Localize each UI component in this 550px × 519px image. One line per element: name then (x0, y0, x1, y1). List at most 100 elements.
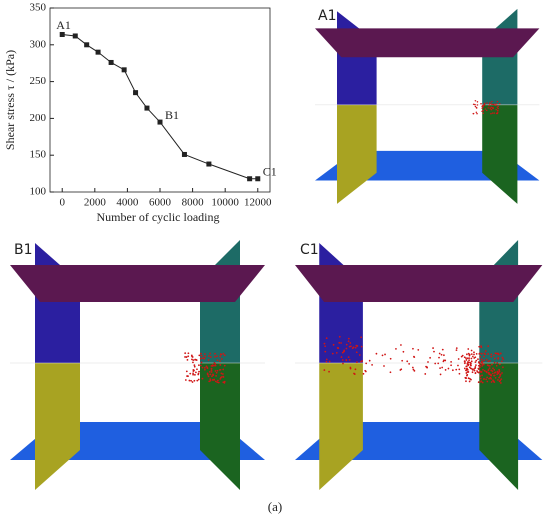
particle (432, 347, 434, 349)
particle (353, 373, 356, 375)
particle (499, 373, 502, 376)
particle (485, 378, 487, 381)
particle (222, 368, 225, 371)
particle (196, 368, 198, 371)
particle (490, 113, 492, 115)
particle (338, 341, 341, 344)
particle (491, 363, 493, 366)
particle (216, 381, 219, 384)
particle (364, 370, 367, 373)
particle (192, 373, 195, 376)
particle (444, 369, 447, 371)
particle (480, 103, 482, 105)
particle (479, 366, 481, 369)
marker (181, 151, 187, 157)
particle (483, 102, 486, 105)
particle (222, 381, 225, 384)
point-label: C1 (263, 165, 277, 179)
particle (184, 352, 187, 355)
particle (498, 103, 501, 105)
particle (482, 110, 485, 112)
particle (417, 348, 420, 351)
particle (493, 112, 496, 114)
particle (193, 379, 196, 382)
particle (201, 366, 204, 369)
particle (434, 362, 437, 365)
particle (351, 347, 354, 350)
particle (465, 372, 468, 374)
particle (350, 345, 352, 348)
particle (194, 358, 196, 361)
particle (481, 360, 483, 363)
particle (480, 345, 482, 348)
particle (185, 356, 188, 358)
particle (467, 352, 470, 355)
particle (496, 362, 499, 364)
marker (95, 49, 101, 55)
particle (495, 108, 497, 111)
particle (384, 353, 386, 356)
particle (203, 366, 206, 369)
particle (199, 352, 202, 355)
point-label: B1 (165, 108, 179, 122)
particle (413, 356, 416, 359)
particle (484, 108, 487, 110)
particle (199, 357, 202, 360)
particle (488, 371, 490, 374)
particle (214, 370, 217, 372)
particle (345, 358, 348, 361)
particle (461, 354, 464, 357)
particle (474, 361, 477, 364)
particle (474, 366, 477, 368)
particle (470, 360, 473, 363)
x-tick-label: 0 (59, 197, 65, 209)
particle (347, 340, 350, 343)
particle (475, 111, 478, 113)
particle (475, 364, 477, 367)
particle (465, 377, 468, 379)
panel-label: B1 (14, 242, 33, 258)
particle (214, 355, 216, 358)
particle (490, 109, 493, 111)
particle (483, 104, 485, 106)
particle (486, 380, 489, 383)
particle (479, 377, 482, 380)
particle (362, 372, 365, 375)
marker (255, 176, 261, 182)
x-tick-label: 4000 (116, 197, 139, 209)
particle (469, 363, 472, 366)
x-tick-label: 12000 (244, 197, 272, 209)
particle (487, 369, 490, 372)
particle (210, 369, 213, 372)
particle (424, 373, 427, 375)
particle (466, 362, 469, 365)
particle (480, 380, 483, 383)
particle (490, 106, 493, 109)
particle (381, 354, 384, 357)
particle (223, 354, 226, 357)
particle (490, 381, 493, 383)
particle (192, 361, 194, 364)
particle (211, 375, 213, 378)
particle (466, 357, 469, 360)
particle (341, 351, 344, 354)
particle (497, 356, 500, 359)
particle (489, 360, 491, 362)
particle (438, 356, 440, 359)
particle (490, 103, 493, 105)
particle (455, 349, 458, 352)
marker (84, 42, 90, 48)
particle (483, 352, 486, 355)
particle (438, 352, 441, 355)
particle (203, 357, 206, 360)
particle (465, 365, 468, 368)
particle (365, 362, 368, 365)
particle (494, 103, 496, 105)
particle (443, 354, 445, 357)
particle (219, 364, 222, 366)
particle (395, 347, 397, 350)
particle (489, 102, 491, 104)
particle (481, 381, 484, 384)
particle (200, 354, 203, 357)
particle (482, 363, 485, 366)
